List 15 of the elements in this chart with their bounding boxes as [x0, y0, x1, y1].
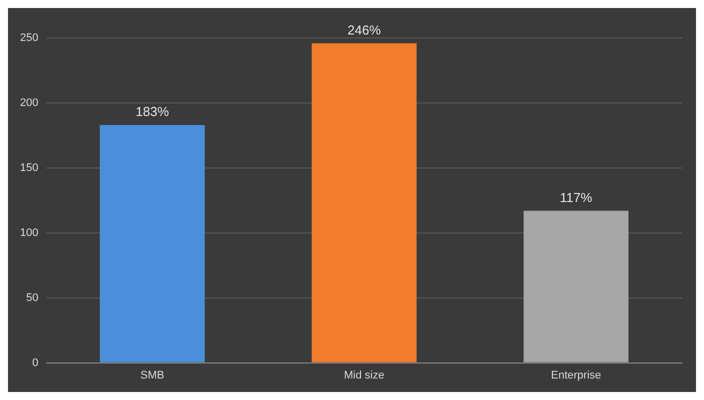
y-tick-label: 200: [20, 96, 38, 109]
x-tick-label: Mid size: [344, 369, 384, 382]
y-tick-label: 250: [20, 32, 38, 44]
x-tick-label: SMB: [140, 369, 164, 382]
y-tick-label: 0: [32, 356, 38, 369]
data-label: 117%: [560, 190, 593, 205]
y-tick-label: 150: [20, 162, 38, 174]
bar: [312, 43, 417, 362]
data-label: 183%: [136, 104, 170, 120]
y-tick-label: 50: [26, 292, 38, 304]
bar: [524, 210, 628, 362]
x-tick-label: Enterprise: [550, 369, 602, 382]
y-tick-label: 100: [20, 226, 38, 239]
data-label: 246%: [348, 22, 382, 38]
bar: [100, 125, 205, 362]
